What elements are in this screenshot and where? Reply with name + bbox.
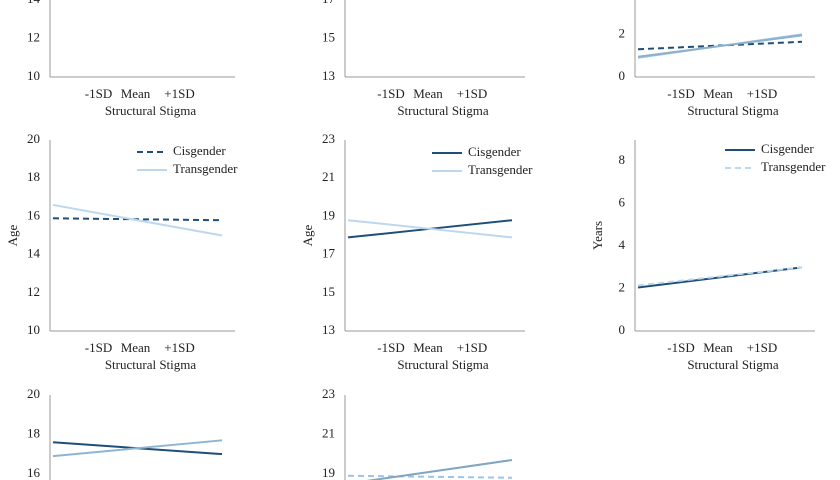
x-tick-label: -1SD [667,86,694,101]
x-tick-label: -1SD [377,86,404,101]
y-tick-label: 10 [27,68,40,83]
y-tick-label: 21 [322,425,335,440]
y-tick-label: 2 [619,25,626,40]
x-tick-label: -1SD [667,340,694,355]
y-tick-label: 21 [322,169,335,184]
y-tick-label: 18 [27,425,40,440]
y-tick-label: 4 [619,237,626,252]
series-line [347,474,513,479]
y-tick-label: 10 [27,322,40,337]
y-tick-label: 0 [619,68,626,83]
y-axis-label: Age [300,224,315,246]
x-tick-label: Mean [413,86,443,101]
x-tick-label: Mean [121,340,151,355]
x-tick-label: +1SD [747,340,777,355]
series-line [52,439,223,458]
y-tick-label: 19 [322,207,335,222]
y-tick-label: 12 [27,30,40,45]
legend-label: Cisgender [173,143,226,158]
x-axis-label: Structural Stigma [397,357,489,372]
y-tick-label: 15 [322,30,335,45]
y-tick-label: 6 [619,195,626,210]
y-tick-label: 8 [619,152,626,167]
y-tick-label: 16 [27,465,41,480]
legend-label: Transgender [173,161,238,176]
y-tick-label: 18 [27,169,40,184]
x-tick-label: Mean [121,86,151,101]
y-tick-label: 2 [619,280,626,295]
y-tick-label: 19 [322,465,335,480]
y-tick-label: 16 [27,207,41,222]
y-axis-label: Years [590,221,605,250]
x-axis-label: Structural Stigma [687,357,779,372]
x-tick-label: -1SD [85,86,112,101]
y-tick-label: 15 [322,284,335,299]
x-axis-label: Structural Stigma [397,103,489,118]
series-line [637,266,803,289]
y-axis-label: Age [5,224,20,246]
series-line [347,219,513,239]
y-tick-label: 17 [322,246,336,261]
series-line [637,266,803,287]
y-tick-label: 13 [322,68,335,83]
series-line [52,203,223,237]
x-tick-label: +1SD [457,340,487,355]
x-tick-label: Mean [413,340,443,355]
x-tick-label: +1SD [457,86,487,101]
x-axis-label: Structural Stigma [105,103,197,118]
x-tick-label: Mean [703,86,733,101]
x-tick-label: -1SD [85,340,112,355]
x-tick-label: +1SD [164,340,194,355]
y-tick-label: 13 [322,322,335,337]
x-axis-label: Structural Stigma [687,103,779,118]
x-tick-label: +1SD [747,86,777,101]
x-tick-label: -1SD [377,340,404,355]
series-line [637,34,803,58]
y-tick-label: 0 [619,322,626,337]
y-tick-label: 14 [27,0,41,6]
y-tick-label: 20 [27,386,40,401]
legend-label: Transgender [761,159,826,174]
y-tick-label: 14 [27,246,41,261]
y-tick-label: 23 [322,131,335,146]
legend-label: Cisgender [468,144,521,159]
x-tick-label: Mean [703,340,733,355]
y-tick-label: 20 [27,131,40,146]
y-tick-label: 17 [322,0,336,6]
y-tick-label: 23 [322,386,335,401]
legend-label: Cisgender [761,141,814,156]
y-tick-label: 12 [27,284,40,299]
x-axis-label: Structural Stigma [105,357,197,372]
x-tick-label: +1SD [164,86,194,101]
legend-label: Transgender [468,162,533,177]
